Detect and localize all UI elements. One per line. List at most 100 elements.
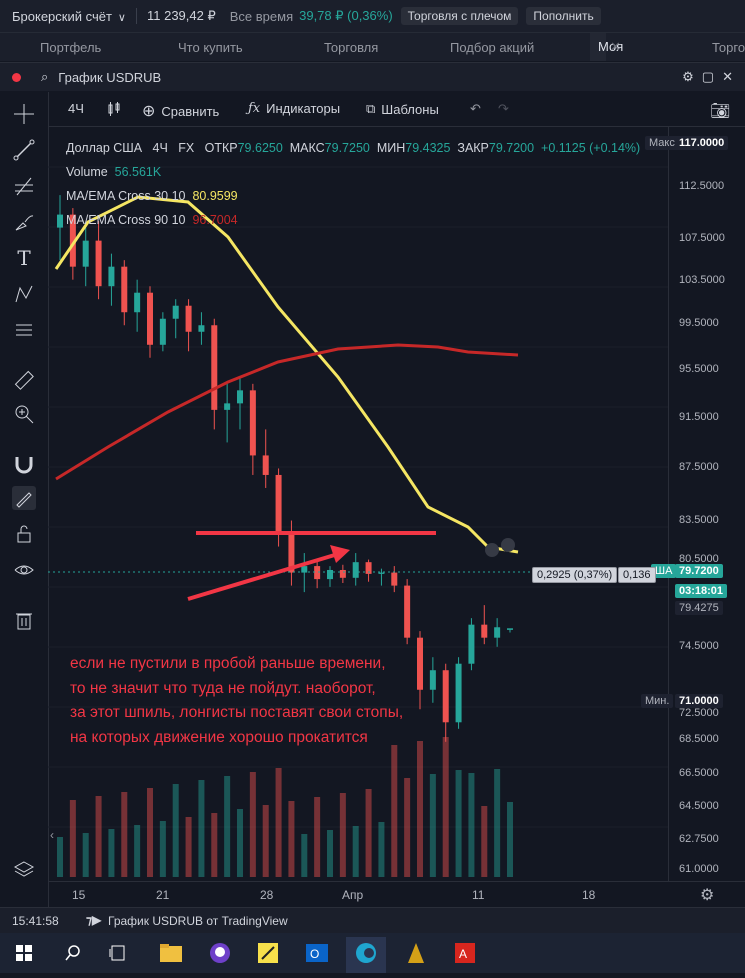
settings-gear-icon[interactable]: ⚙ xyxy=(700,887,715,904)
volume-bar xyxy=(95,796,102,877)
legend-ma1-value: 80.9599 xyxy=(192,189,238,203)
indicators-button[interactable]: ƒx Индикаторы xyxy=(248,101,340,116)
chart-annotation[interactable]: если не пустили в пробой раньше времени,… xyxy=(70,652,403,750)
github-icon[interactable] xyxy=(210,943,230,963)
candle-body xyxy=(507,628,513,630)
zoom-icon[interactable] xyxy=(12,402,36,426)
tab-portfolio[interactable]: Портфель xyxy=(40,39,102,55)
candle-body xyxy=(275,474,282,534)
volume-bar xyxy=(121,792,128,877)
legend-open: 79.6250 xyxy=(237,141,283,155)
legend-ma2-row: MA/EMA Cross 90 10 96.7004 xyxy=(66,208,640,232)
annotation-line: то не значит что туда не пойдут. наоборо… xyxy=(70,679,376,697)
outlook-icon[interactable]: O xyxy=(306,944,328,962)
candle-body xyxy=(314,566,321,580)
candle-body xyxy=(404,585,411,638)
interval-button[interactable]: 4Ч xyxy=(68,101,84,116)
pattern-icon[interactable] xyxy=(12,282,36,306)
brush-icon[interactable] xyxy=(12,210,36,234)
candles-icon[interactable] xyxy=(106,101,122,117)
caption[interactable]: График USDRUB от TradingView xyxy=(108,914,288,928)
volume-bar xyxy=(198,780,205,877)
gear-icon[interactable]: ⚙ xyxy=(682,69,694,84)
legend-volume-label: Volume xyxy=(66,165,108,179)
undo-icon[interactable]: ↶ xyxy=(470,101,481,116)
arrow-head xyxy=(330,545,350,563)
volume-bar xyxy=(275,768,282,877)
layers-icon[interactable] xyxy=(12,858,36,882)
topup-button[interactable]: Пополнить xyxy=(526,7,601,25)
crosshair-size-label: 0,136 xyxy=(618,567,656,583)
time-tick: 28 xyxy=(260,888,274,902)
eye-icon[interactable] xyxy=(12,558,36,582)
camera-icon[interactable]: 📷︎ xyxy=(710,103,731,120)
ruler-icon[interactable] xyxy=(12,368,36,392)
file-explorer-icon[interactable] xyxy=(160,944,182,962)
candle-body xyxy=(134,292,141,313)
close-icon[interactable]: ✕ xyxy=(610,39,621,54)
compare-button[interactable]: ⊕ Сравнить xyxy=(142,101,219,121)
task-view-icon[interactable] xyxy=(109,945,125,961)
pdf-icon[interactable]: A xyxy=(455,943,475,963)
candle-body xyxy=(121,266,128,313)
candle-body xyxy=(327,569,333,580)
edge-browser-icon[interactable] xyxy=(346,937,386,973)
redo-icon[interactable]: ↷ xyxy=(498,101,509,116)
tab-stock-screener[interactable]: Подбор акций xyxy=(450,39,535,55)
crosshair-icon[interactable] xyxy=(12,102,36,126)
search-icon[interactable]: ⌕ xyxy=(41,69,49,84)
tab-trading[interactable]: Торговля xyxy=(324,39,379,55)
price-tick: 80.5000 xyxy=(679,553,719,565)
candle-body xyxy=(224,403,231,410)
close-icon[interactable]: ✕ xyxy=(722,69,733,84)
price-tick: 66.5000 xyxy=(679,767,719,779)
compare-label: Сравнить xyxy=(161,103,220,119)
volume-bar xyxy=(314,797,321,877)
event-marker xyxy=(485,543,499,557)
chart-legend: Доллар США 4Ч FX ОТКР79.6250 МАКС79.7250… xyxy=(66,136,640,232)
lock-icon[interactable] xyxy=(12,522,36,546)
account-selector[interactable]: Брокерский счёт ∨ xyxy=(12,9,126,24)
max-value: 117.0000 xyxy=(675,136,729,150)
legend-ma1-label: MA/EMA Cross 30 10 xyxy=(66,189,186,203)
trendline-icon[interactable] xyxy=(12,138,36,162)
legend-ma2-value: 96.7004 xyxy=(192,213,238,227)
legend-ma2-label: MA/EMA Cross 90 10 xyxy=(66,213,186,227)
price-tick: 103.5000 xyxy=(679,274,725,286)
volume-bar xyxy=(159,821,166,877)
draw-mode-icon[interactable] xyxy=(12,486,36,510)
chart-canvas[interactable]: ‹ xyxy=(48,127,668,881)
volume-bar xyxy=(211,813,218,877)
price-tick: 72.5000 xyxy=(679,707,719,719)
volume-bar xyxy=(391,745,398,877)
app-icon[interactable] xyxy=(408,943,424,963)
price-axis[interactable]: Макс. 117.0000 112.5000 107.5000 103.500… xyxy=(641,127,745,881)
tab-trading-2[interactable]: Торгов xyxy=(712,39,745,55)
volume-bar xyxy=(507,802,513,877)
forecast-icon[interactable] xyxy=(12,318,36,342)
search-icon[interactable] xyxy=(65,945,80,961)
templates-button[interactable]: ⧉ Шаблоны xyxy=(366,101,439,117)
templates-icon: ⧉ xyxy=(366,101,376,116)
text-tool-icon[interactable]: T xyxy=(17,246,31,270)
margin-trading-button[interactable]: Торговля с плечом xyxy=(400,7,519,25)
magnet-icon[interactable] xyxy=(12,452,36,476)
candle-body xyxy=(82,240,89,267)
tab-my-currency[interactable]: Моя валюта✕ xyxy=(590,33,642,82)
windows-start-icon[interactable] xyxy=(16,945,32,961)
tab-what-to-buy[interactable]: Что купить xyxy=(178,39,243,55)
volume-bar xyxy=(237,809,243,877)
trash-icon[interactable] xyxy=(12,608,36,632)
volume-bar xyxy=(262,805,269,877)
candle-body xyxy=(391,572,398,586)
maximize-icon[interactable]: ▢ xyxy=(701,69,715,84)
price-tick: 112.5000 xyxy=(679,180,725,192)
candle-body xyxy=(455,663,462,723)
price-chart[interactable]: ‹ xyxy=(48,127,668,881)
svg-text:O: O xyxy=(310,947,319,961)
price-tick: 83.5000 xyxy=(679,514,719,526)
fib-icon[interactable] xyxy=(12,174,36,198)
sticky-notes-icon[interactable] xyxy=(258,943,278,963)
time-axis[interactable]: 15 21 28 Апр 11 18 ⚙ xyxy=(48,881,745,908)
last-price-label: 79.7200 xyxy=(675,564,723,578)
